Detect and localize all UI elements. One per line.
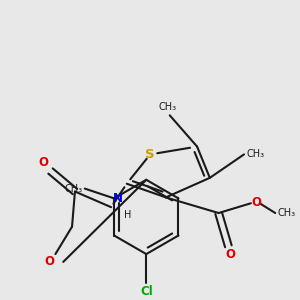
Text: O: O: [252, 196, 262, 209]
Text: CH₃: CH₃: [277, 208, 296, 218]
Text: O: O: [39, 156, 49, 169]
Text: CH₃: CH₃: [247, 149, 265, 159]
Text: O: O: [44, 255, 54, 268]
Text: Cl: Cl: [140, 285, 153, 298]
Text: N: N: [113, 192, 123, 205]
Text: O: O: [225, 248, 235, 261]
Text: CH₃: CH₃: [65, 184, 83, 194]
Text: S: S: [146, 148, 155, 161]
Text: CH₃: CH₃: [159, 102, 177, 112]
Text: H: H: [124, 210, 131, 220]
